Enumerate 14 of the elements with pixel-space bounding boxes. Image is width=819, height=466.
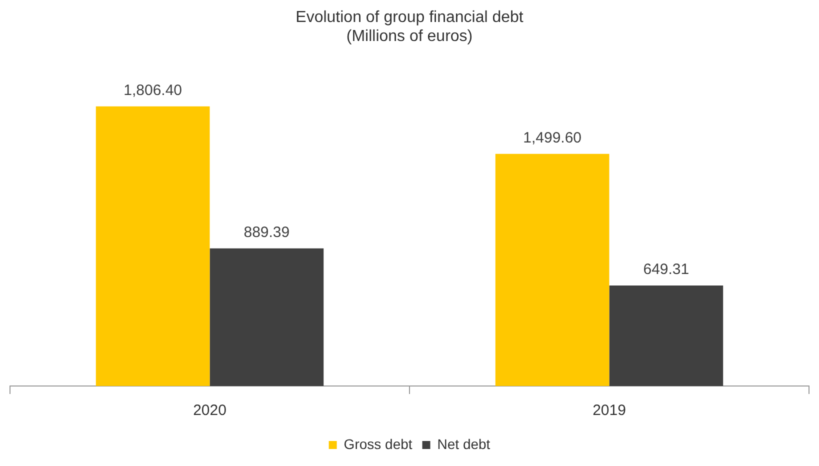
- bar: [495, 154, 610, 386]
- bar: [96, 106, 210, 386]
- bar: [609, 285, 724, 386]
- data-label: 1,499.60: [523, 130, 582, 147]
- bar: [210, 248, 324, 386]
- x-tick-label: 2019: [592, 402, 626, 420]
- x-tick-label: 2020: [193, 402, 226, 420]
- legend-label: Gross debt: [344, 436, 412, 452]
- legend-label: Net debt: [437, 436, 490, 452]
- chart-title: Evolution of group financial debt: [296, 9, 524, 26]
- chart-subtitle: (Millions of euros): [346, 28, 473, 46]
- data-label: 1,806.40: [124, 82, 182, 100]
- data-label: 649.31: [643, 261, 690, 278]
- data-label: 889.39: [244, 224, 290, 241]
